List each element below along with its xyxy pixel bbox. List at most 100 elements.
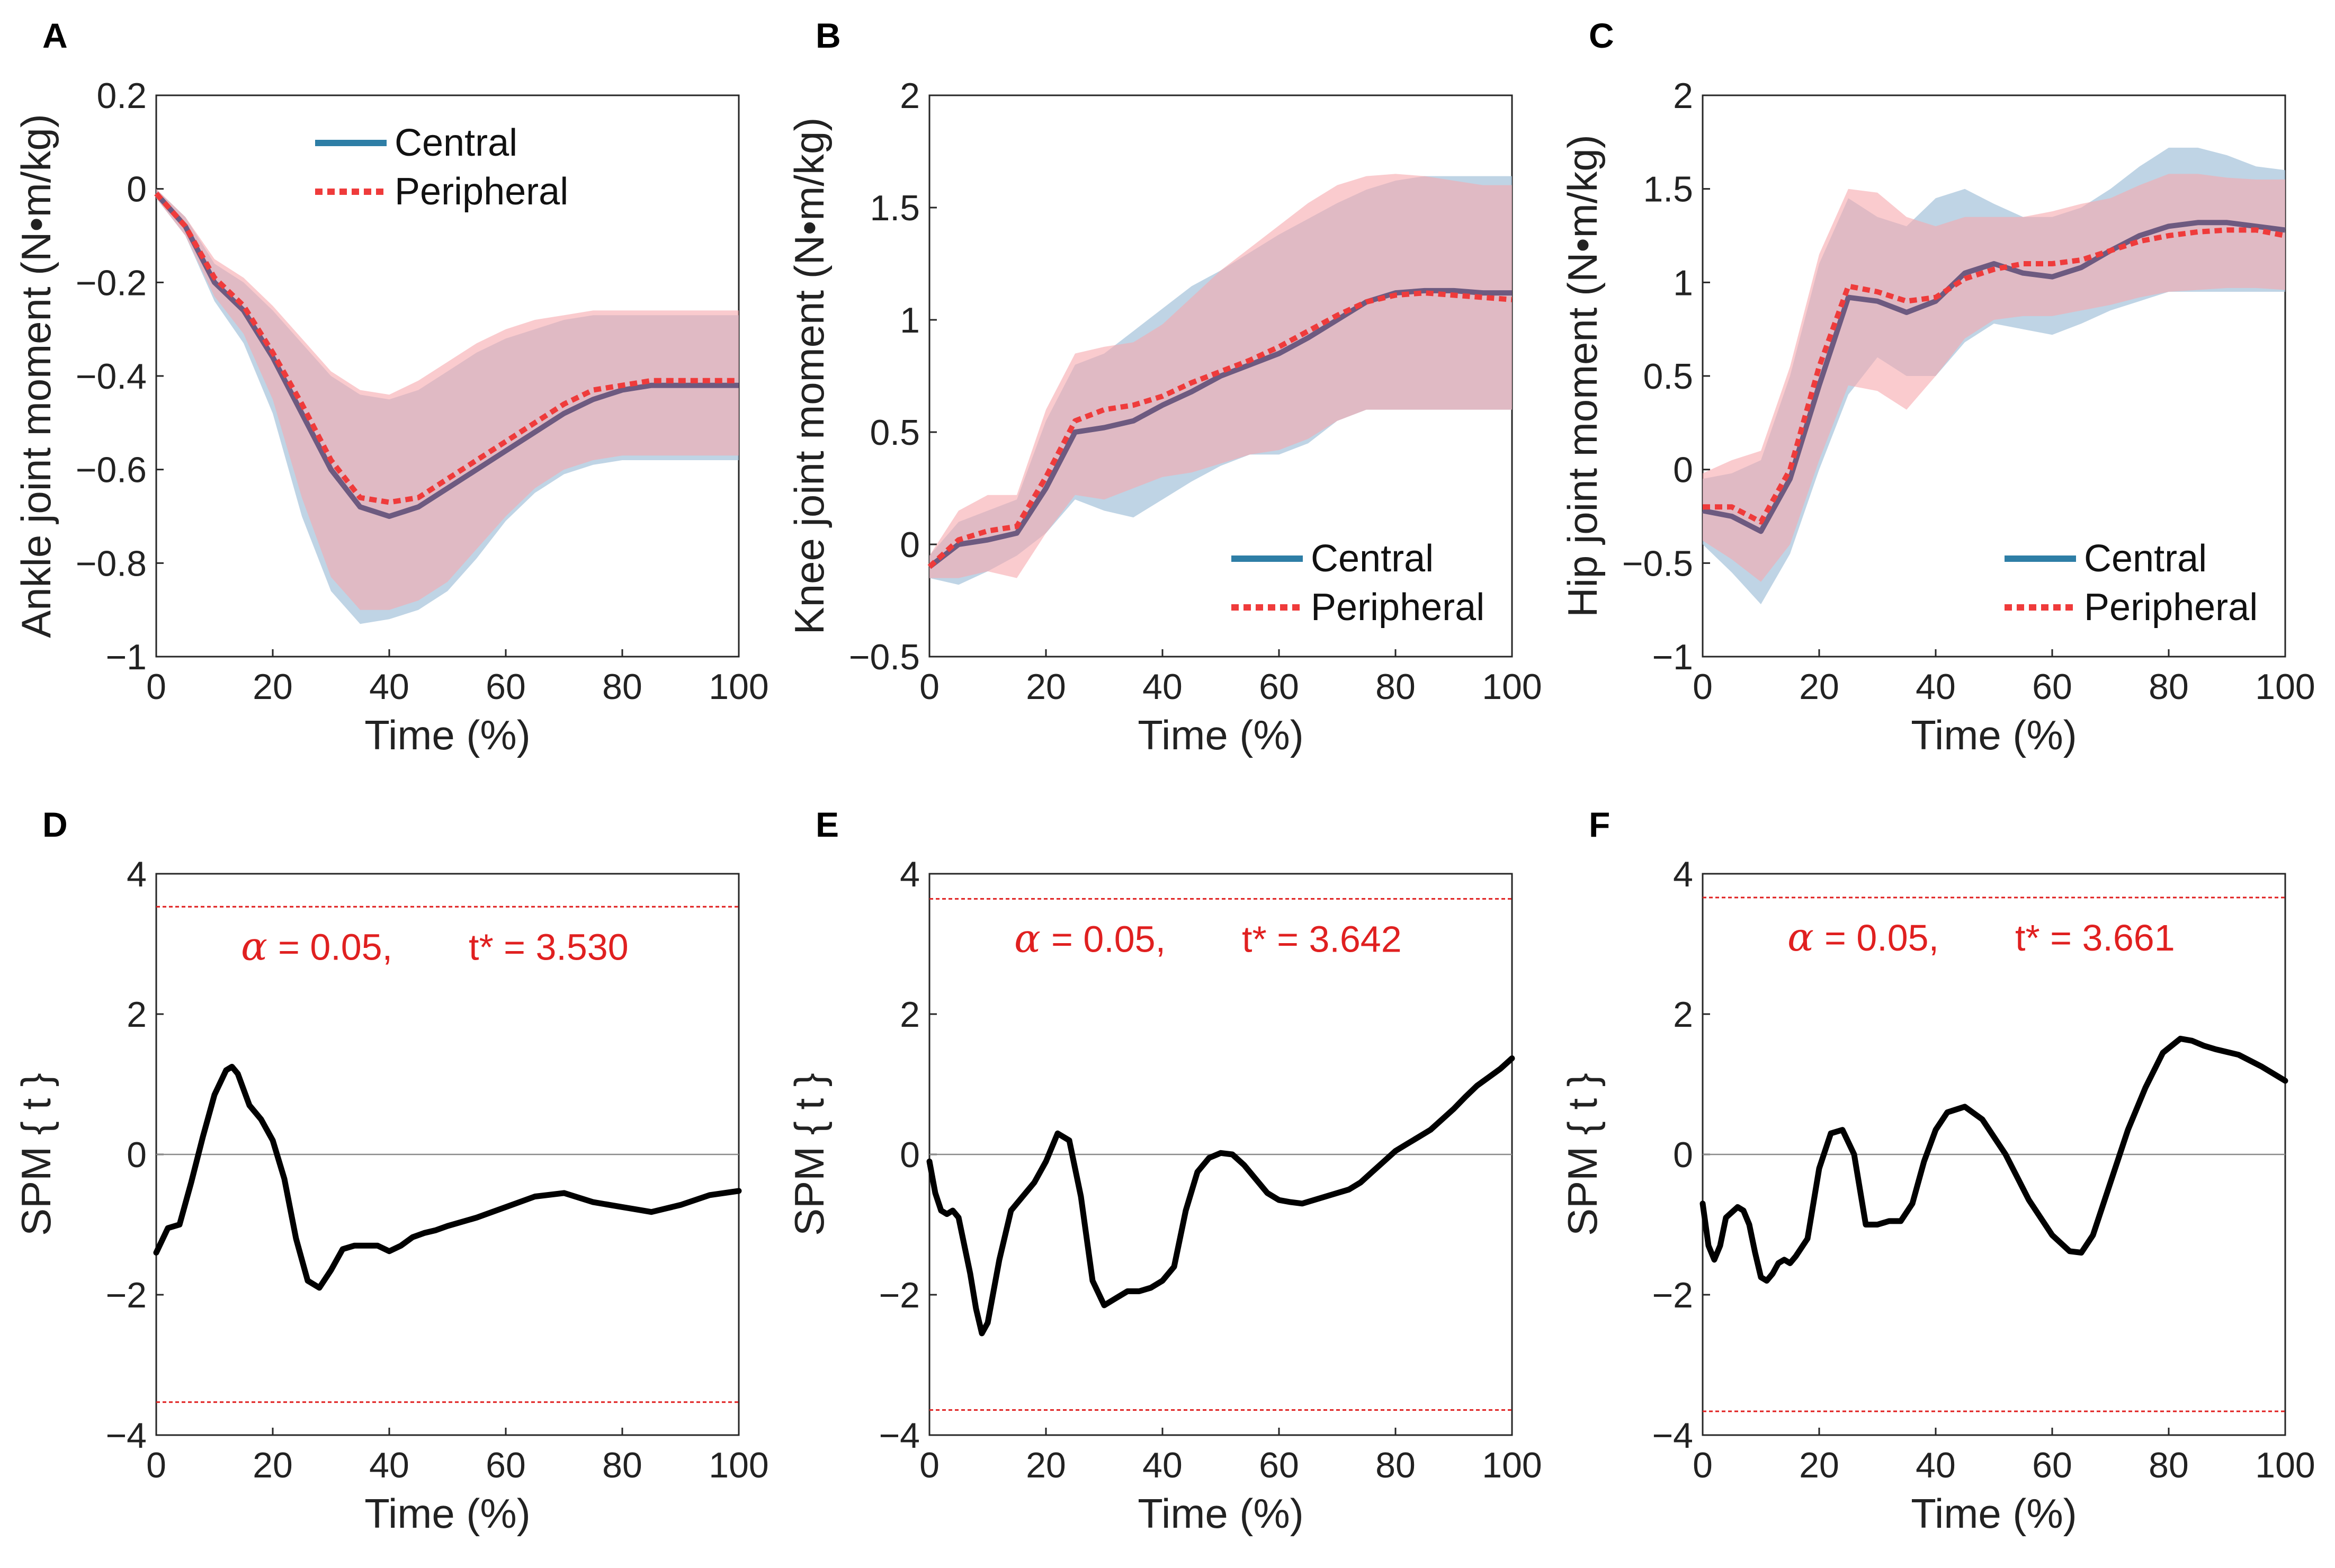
x-tick-label: 100 xyxy=(1482,1445,1542,1485)
panel-label: D xyxy=(42,805,68,844)
peripheral-band xyxy=(156,189,739,610)
legend-peripheral-label: Peripheral xyxy=(2084,586,2258,629)
x-tick-label: 40 xyxy=(369,667,409,707)
spm-curve xyxy=(153,1063,742,1291)
y-tick-label: −0.5 xyxy=(849,637,920,677)
y-tick-label: 2 xyxy=(1673,76,1693,116)
y-tick-label: 1 xyxy=(1673,263,1693,303)
x-tick-label: 80 xyxy=(602,667,642,707)
alpha-symbol: α xyxy=(241,924,267,969)
critical-t-annotation: t* = 3.530 xyxy=(469,926,629,967)
x-tick-label: 60 xyxy=(1259,667,1299,707)
peripheral-band xyxy=(1703,174,2285,582)
legend-central-label: Central xyxy=(1311,537,1434,580)
alpha-annotation: = 0.05, xyxy=(1824,917,1939,958)
y-tick-label: −0.2 xyxy=(76,263,147,303)
critical-t-annotation: t* = 3.661 xyxy=(2015,917,2175,958)
x-tick-label: 40 xyxy=(369,1445,409,1485)
y-axis-label: SPM { t } xyxy=(13,1073,59,1236)
y-tick-label: 0 xyxy=(1673,450,1693,490)
x-tick-label: 80 xyxy=(2149,1445,2189,1485)
x-tick-label: 0 xyxy=(919,1445,940,1485)
y-tick-label: 2 xyxy=(1673,994,1693,1035)
y-tick-label: 0 xyxy=(127,169,147,210)
legend-central-label: Central xyxy=(2084,537,2207,580)
critical-t-annotation: t* = 3.642 xyxy=(1242,918,1402,960)
panel-label: E xyxy=(816,805,839,844)
alpha-annotation: = 0.05, xyxy=(1051,918,1166,960)
x-tick-label: 60 xyxy=(1259,1445,1299,1485)
y-tick-label: 0.5 xyxy=(1643,356,1693,397)
legend: Central Peripheral xyxy=(2005,537,2258,629)
y-tick-label: 0.5 xyxy=(870,413,920,453)
x-tick-label: 100 xyxy=(1482,667,1542,707)
y-tick-label: −0.6 xyxy=(76,450,147,490)
y-tick-label: 0 xyxy=(127,1135,147,1175)
x-tick-label: 20 xyxy=(1026,667,1066,707)
y-axis-label: SPM { t } xyxy=(786,1073,833,1236)
x-tick-label: 100 xyxy=(709,1445,768,1485)
y-tick-label: 4 xyxy=(900,854,920,894)
x-tick-label: 40 xyxy=(1916,1445,1956,1485)
panel-a: A 0 20 40 60 80 100 −1 −0.8 −0.6 −0.4 −0.2 0 0.2 Time … xyxy=(13,16,769,758)
y-tick-label: 0.2 xyxy=(96,76,147,116)
y-axis-label: Ankle joint moment (N•m/kg) xyxy=(13,114,59,638)
spm-curve xyxy=(1699,1035,2288,1284)
x-tick-label: 40 xyxy=(1916,667,1956,707)
y-tick-label: −4 xyxy=(879,1415,920,1456)
panel-label: F xyxy=(1589,805,1610,844)
x-axis-label: Time (%) xyxy=(364,1490,530,1537)
spm-curve xyxy=(926,1055,1515,1337)
panel-label: B xyxy=(816,16,841,55)
y-tick-label: 4 xyxy=(1673,854,1693,894)
panel-f: F 0 20 40 60 80 100 −4 −2 0 2 4 Time (%) SPM { t } α =… xyxy=(1559,805,2315,1537)
legend: Central Peripheral xyxy=(1231,537,1484,629)
alpha-symbol: α xyxy=(1014,916,1041,961)
y-tick-label: 2 xyxy=(900,994,920,1035)
peripheral-mean-line xyxy=(927,290,1513,569)
x-tick-label: 40 xyxy=(1142,1445,1183,1485)
y-tick-label: −2 xyxy=(879,1275,920,1315)
panel-c: C 0 20 40 60 80 100 −1 −0.5 0 0.5 1 1.5 2 Time (%) Hip … xyxy=(1559,16,2315,758)
x-axis-label: Time (%) xyxy=(1138,1490,1303,1537)
y-tick-label: −0.4 xyxy=(76,356,147,397)
y-axis-label: Knee joint moment (N•m/kg) xyxy=(786,118,833,635)
x-axis-label: Time (%) xyxy=(1138,712,1303,758)
y-tick-label: −1 xyxy=(1652,637,1693,677)
central-mean-line xyxy=(1702,220,2286,534)
x-tick-label: 0 xyxy=(1693,667,1713,707)
x-tick-label: 80 xyxy=(602,1445,642,1485)
x-tick-label: 20 xyxy=(253,1445,293,1485)
x-tick-label: 20 xyxy=(1799,1445,1839,1485)
x-axis-label: Time (%) xyxy=(1911,1490,2077,1537)
x-tick-label: 20 xyxy=(1026,1445,1066,1485)
x-tick-label: 0 xyxy=(146,1445,166,1485)
y-tick-label: 2 xyxy=(900,76,920,116)
panel-e: E 0 20 40 60 80 100 −4 −2 0 2 4 Time (%) SPM { t } α =… xyxy=(786,805,1542,1537)
peripheral-mean-line xyxy=(1703,227,2286,525)
y-axis-label: Hip joint moment (N•m/kg) xyxy=(1559,135,1606,617)
y-tick-label: 2 xyxy=(127,994,147,1035)
x-tick-label: 60 xyxy=(486,667,526,707)
x-tick-label: 60 xyxy=(2032,667,2072,707)
panel-label: A xyxy=(42,16,68,55)
x-tick-label: 100 xyxy=(2255,667,2315,707)
legend-central-label: Central xyxy=(395,122,517,164)
x-tick-label: 0 xyxy=(146,667,166,707)
y-tick-label: 4 xyxy=(127,854,147,894)
legend-peripheral-label: Peripheral xyxy=(395,171,568,213)
y-tick-label: 0 xyxy=(1673,1135,1693,1175)
x-tick-label: 0 xyxy=(919,667,940,707)
x-tick-label: 60 xyxy=(2032,1445,2072,1485)
x-axis-label: Time (%) xyxy=(1911,712,2077,758)
x-tick-label: 80 xyxy=(1375,1445,1416,1485)
x-tick-label: 80 xyxy=(1375,667,1416,707)
y-tick-label: −0.8 xyxy=(76,543,147,584)
x-tick-label: 60 xyxy=(486,1445,526,1485)
x-tick-label: 20 xyxy=(253,667,293,707)
x-axis-label: Time (%) xyxy=(364,712,530,758)
y-axis-label: SPM { t } xyxy=(1559,1073,1606,1236)
